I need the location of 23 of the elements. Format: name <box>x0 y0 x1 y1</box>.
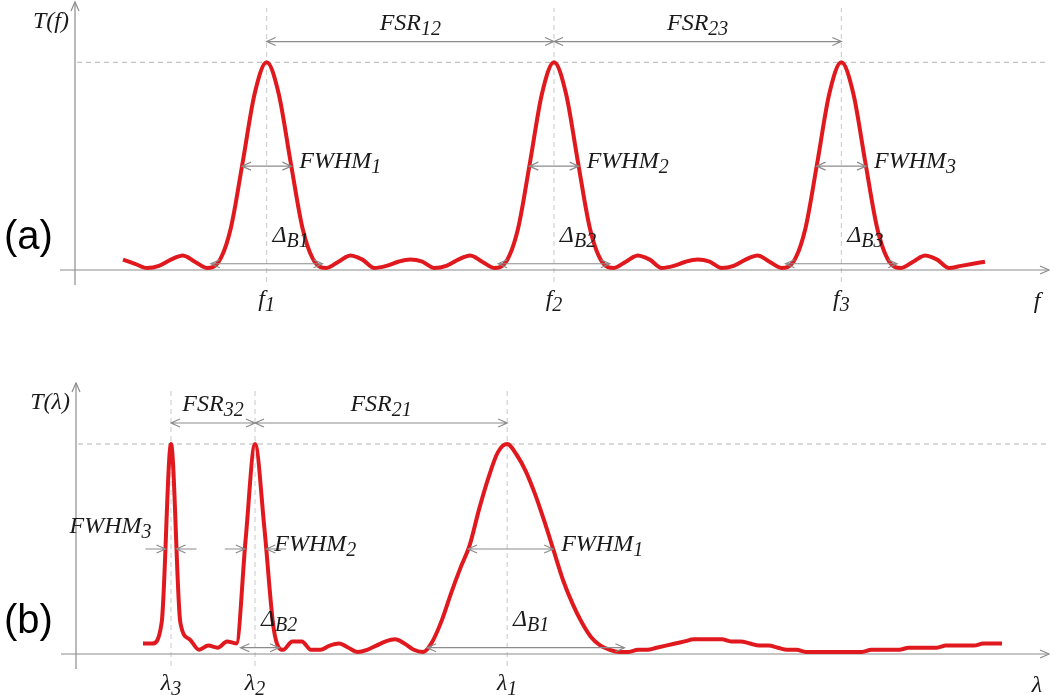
x-axis-title: λ <box>1031 671 1043 695</box>
annotation: FWHM$_{2}$ <box>274 529 357 561</box>
x-tick-label: λ$_{3}$ <box>160 668 182 695</box>
x-tick-label: f$_{2}$ <box>545 284 563 316</box>
y-axis-title: T(f) <box>33 7 69 33</box>
annotation: Δ$_{B1}$ <box>512 604 550 636</box>
x-tick-label: f$_{1}$ <box>258 284 275 316</box>
text: (b) <box>4 597 53 642</box>
annotation: FWHM$_{3}$ <box>874 146 956 178</box>
y-axis-title: T(λ) <box>30 388 70 414</box>
annotation: FWHM$_{1}$ <box>561 529 644 561</box>
text: FSR$_{32}$ <box>182 389 244 421</box>
annotation: FWHM$_{3}$ <box>69 511 152 543</box>
annotation: FWHM$_{2}$ <box>586 146 669 178</box>
text: FSR$_{12}$ <box>379 8 441 39</box>
text: FSR$_{23}$ <box>666 8 729 39</box>
x-tick-label: λ$_{1}$ <box>496 668 518 695</box>
text: (a) <box>4 213 53 258</box>
x-tick-label: λ$_{2}$ <box>244 668 266 695</box>
x-axis-title: f <box>1033 287 1041 313</box>
text: FSR$_{21}$ <box>350 389 412 421</box>
annotation: FWHM$_{1}$ <box>299 146 382 178</box>
x-tick-label: f$_{3}$ <box>832 284 850 316</box>
